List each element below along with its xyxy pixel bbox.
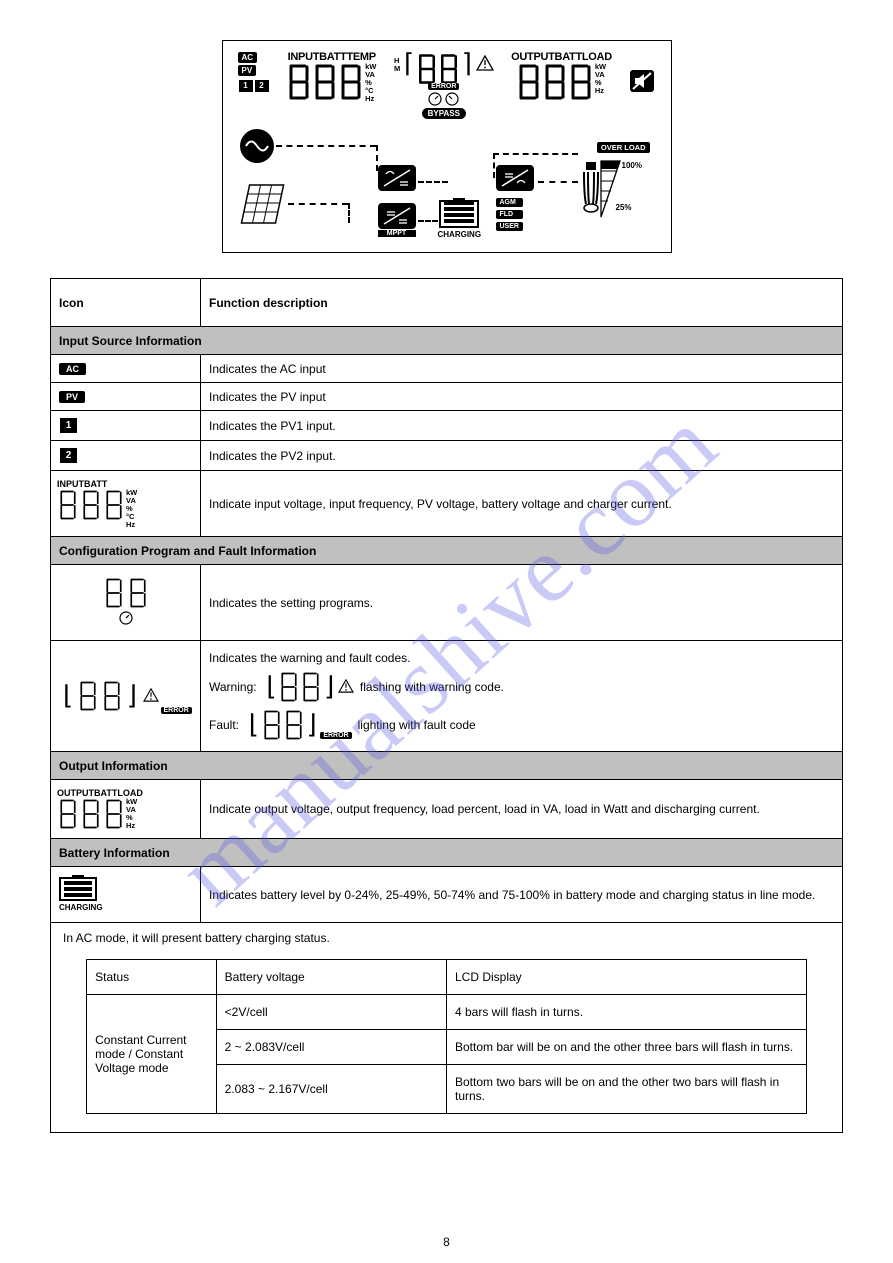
lcd-figure: AC PV 12 INPUTBATTTEMP kW VA % °C Hz [222, 40, 672, 253]
main-table: Icon Function description Input Source I… [50, 278, 843, 1133]
table-row-nested: In AC mode, it will present battery char… [51, 923, 843, 1133]
row-inputbatt-desc: Indicate input voltage, input frequency,… [201, 471, 843, 537]
row-2-desc: Indicates the PV2 input. [201, 441, 843, 471]
lcd-left-pills: AC PV 12 [238, 51, 270, 93]
seg-digit [313, 63, 337, 101]
page-number: 8 [443, 1235, 450, 1249]
table-row: OUTPUTBATTLOAD kW VA % Hz Indicate outpu… [51, 780, 843, 839]
seg-digit [543, 63, 567, 101]
table-header-row: Icon Function description [51, 279, 843, 327]
warning-icon [476, 55, 494, 74]
mute-icon [629, 69, 655, 96]
row-output-desc: Indicate output voltage, output frequenc… [201, 780, 843, 839]
error-pill: ERROR [428, 83, 459, 90]
solar-panel-icon [238, 183, 288, 230]
lcd-mid-group: H M ⌈ ⌉ ERROR BYPASS [394, 53, 494, 119]
load-meter-icon: 100% 25% [598, 159, 648, 224]
numbox-2: 2 [255, 80, 269, 92]
numbox-1: 1 [239, 80, 253, 92]
outputbatt-icon: OUTPUTBATTLOAD kW VA % Hz [57, 788, 194, 830]
inverter2-icon [496, 165, 534, 191]
gauge-icon [428, 92, 442, 106]
section-config: Configuration Program and Fault Informat… [51, 537, 843, 565]
seg-digit [438, 53, 460, 85]
seg-digit [339, 63, 363, 101]
battery-type-pills: AGM FLD USER [496, 197, 523, 232]
pill-ac: AC [59, 363, 86, 375]
bypass-pill: BYPASS [422, 108, 466, 119]
lcd-left-group: INPUTBATTTEMP kW VA % °C Hz [287, 51, 376, 102]
row-1-desc: Indicates the PV1 input. [201, 411, 843, 441]
table-row: 2 Indicates the PV2 input. [51, 441, 843, 471]
section-battery: Battery Information [51, 839, 843, 867]
nested-table: Status Battery voltage LCD Display Const… [86, 959, 807, 1114]
seg-digit [287, 63, 311, 101]
numbox-2: 2 [60, 448, 77, 463]
table-row: CHARGING Indicates battery level by 0-24… [51, 867, 843, 923]
lcd-flow: MPPT CHARGING AGM FLD USER [238, 125, 656, 240]
gauge-icon [445, 92, 459, 106]
lcd-right-group: OUTPUTBATTLOAD kW VA % Hz [511, 51, 612, 101]
header-icon: Icon [51, 279, 201, 327]
row-fault-desc: Indicates the warning and fault codes. W… [201, 641, 843, 752]
nested-row: Constant Current mode / Constant Voltage… [87, 995, 807, 1030]
lcd-left-label: INPUTBATTTEMP [288, 51, 376, 63]
section-input: Input Source Information [51, 327, 843, 355]
battery-icon: CHARGING [59, 877, 192, 912]
inputbatt-icon: INPUTBATT kW VA % °C Hz [57, 479, 194, 528]
numbox-1: 1 [60, 418, 77, 433]
fault-icon: ⌊ ⌋ ERROR [59, 680, 192, 712]
overload-pill: OVER LOAD [597, 139, 650, 154]
mppt-icon: MPPT [378, 203, 416, 237]
table-row: PV Indicates the PV input [51, 383, 843, 411]
row-battery-desc: Indicates battery level by 0-24%, 25-49%… [201, 867, 843, 923]
table-row: INPUTBATT kW VA % °C Hz Indicate input v… [51, 471, 843, 537]
inverter-icon [378, 165, 416, 191]
table-row: 1 Indicates the PV1 input. [51, 411, 843, 441]
lcd-top-row: AC PV 12 INPUTBATTTEMP kW VA % °C Hz [238, 51, 656, 119]
nested-header-row: Status Battery voltage LCD Display [87, 960, 807, 995]
config-icon [103, 577, 149, 628]
row-pv-desc: Indicates the PV input [201, 383, 843, 411]
lcd-right-units: kW VA % Hz [595, 63, 606, 95]
pill-pv: PV [59, 391, 85, 403]
table-row: ⌊ ⌋ ERROR Indicates the warning and faul… [51, 641, 843, 752]
seg-digit [569, 63, 593, 101]
table-row: AC Indicates the AC input [51, 355, 843, 383]
pill-pv: PV [238, 65, 257, 76]
row-ac-desc: Indicates the AC input [201, 355, 843, 383]
lcd-left-units: kW VA % °C Hz [365, 63, 376, 102]
seg-digit [416, 53, 438, 85]
seg-digit [517, 63, 541, 101]
row-config-desc: Indicates the setting programs. [201, 565, 843, 641]
nested-label: In AC mode, it will present battery char… [59, 929, 834, 951]
table-row: Indicates the setting programs. [51, 565, 843, 641]
header-func: Function description [201, 279, 843, 327]
pill-ac: AC [238, 52, 258, 63]
section-output: Output Information [51, 752, 843, 780]
ac-source-icon [240, 129, 274, 163]
battery-charging-icon: CHARGING [438, 200, 482, 239]
